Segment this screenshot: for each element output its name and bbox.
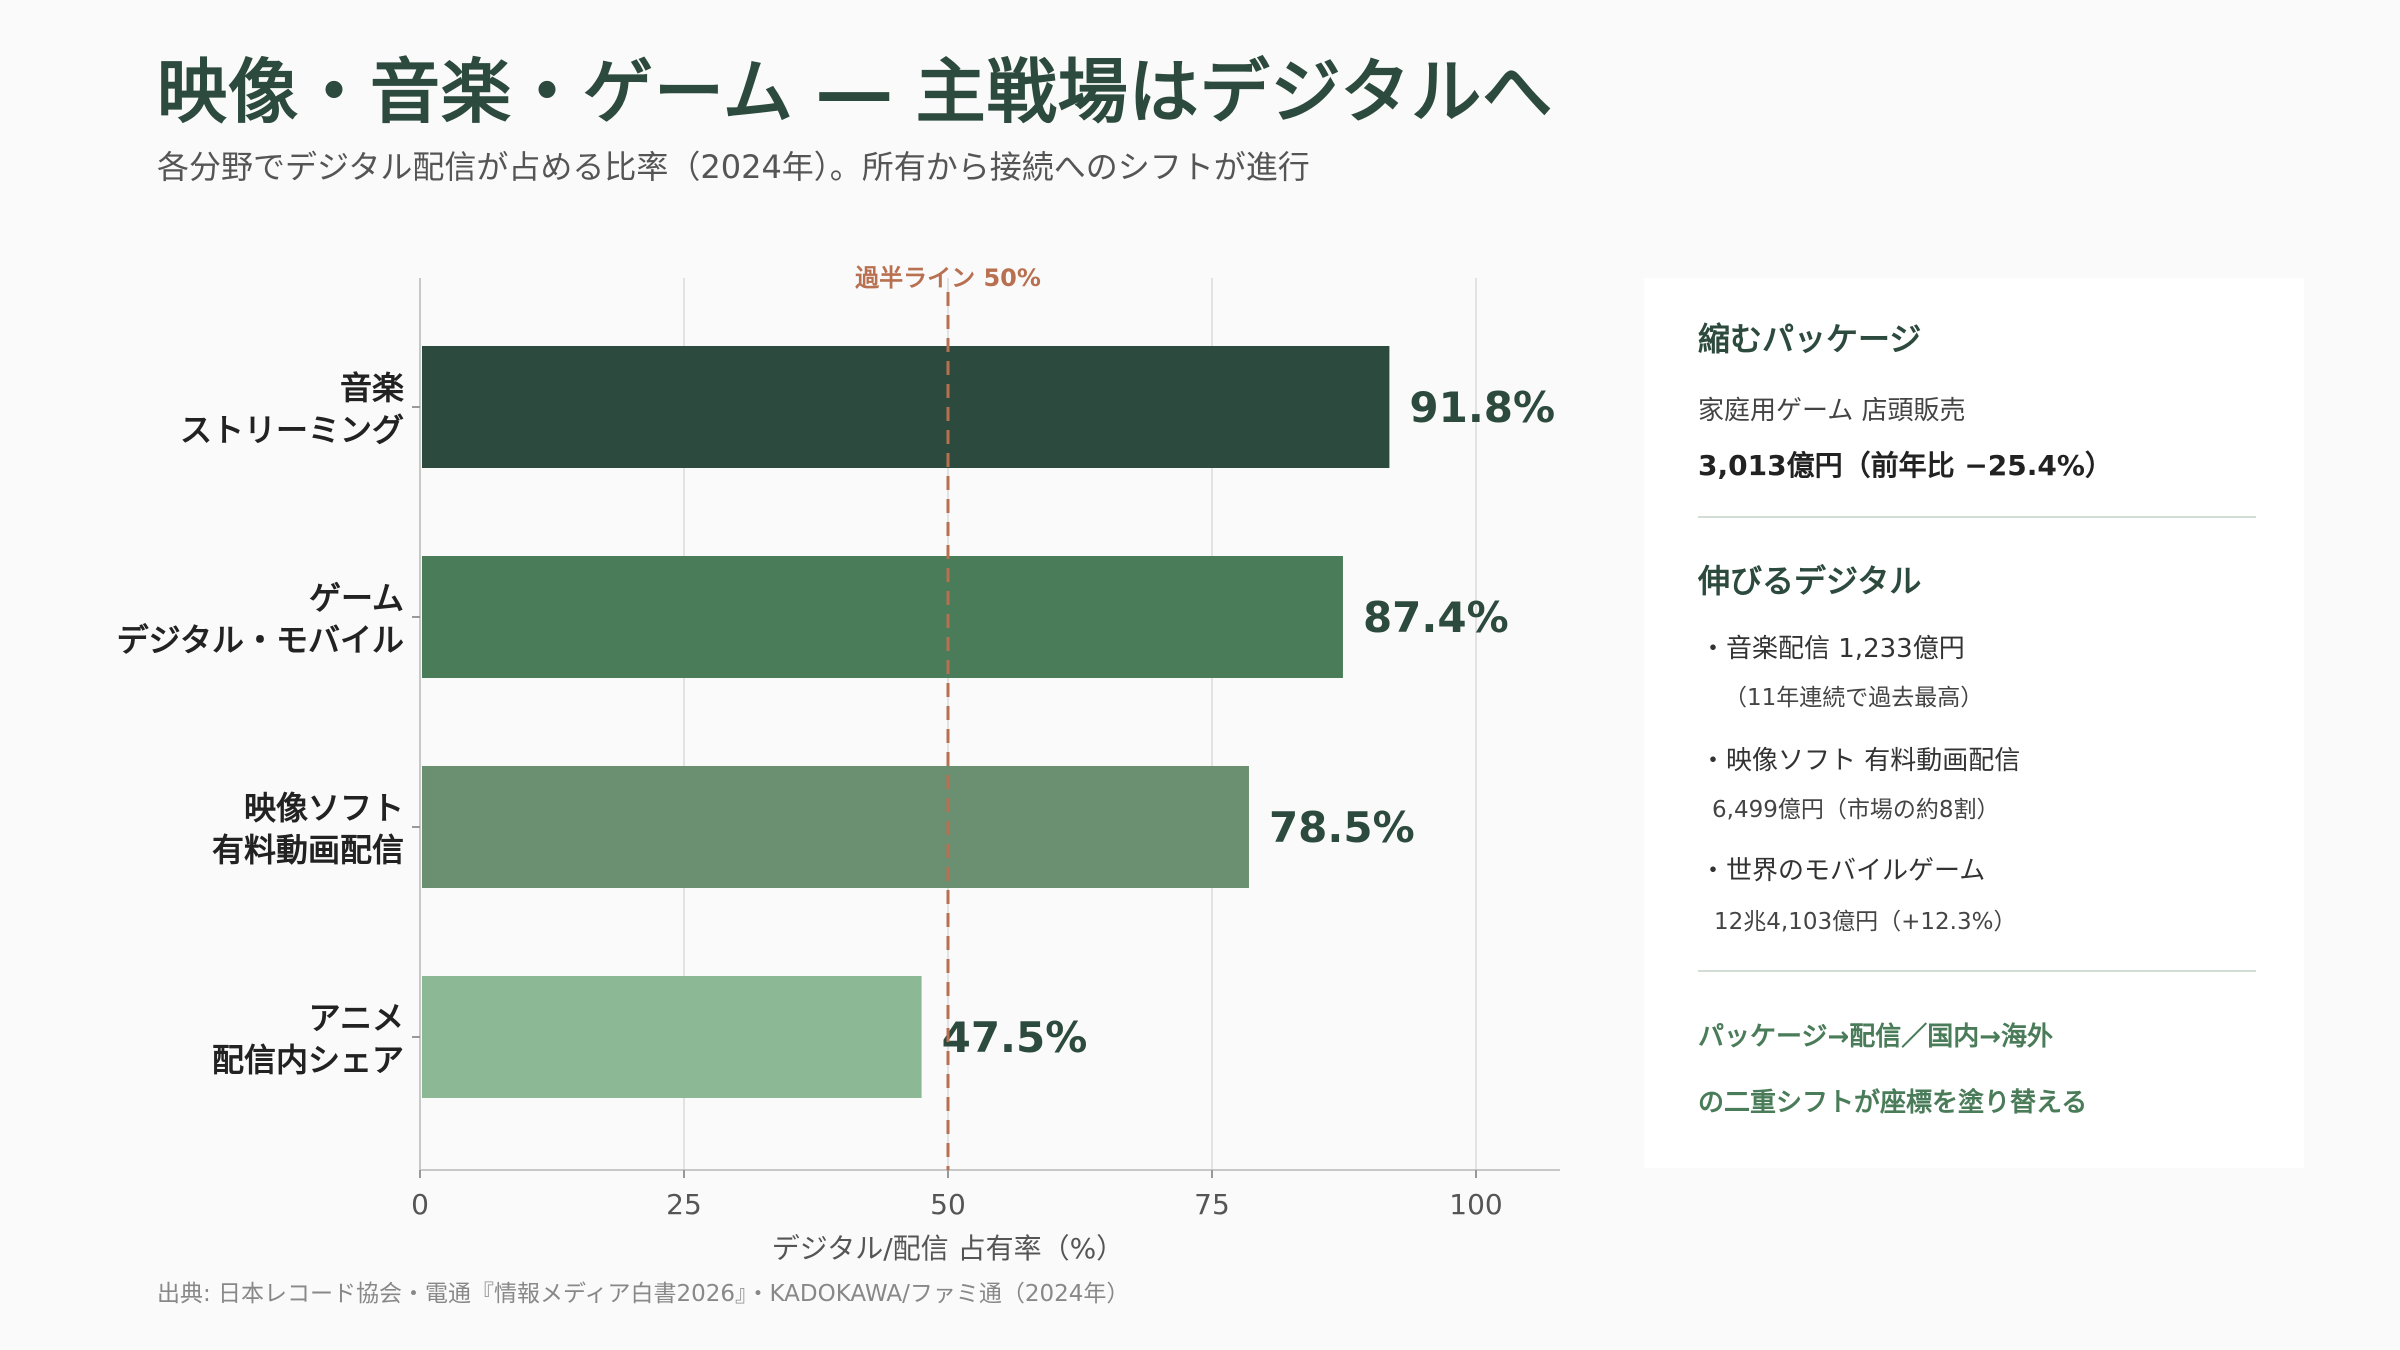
bar-value-label: 78.5% — [1269, 803, 1415, 852]
panel-item-main: ・音楽配信 1,233億円 — [1700, 634, 1965, 664]
category-label: 音楽 — [340, 369, 404, 407]
panel-section1-title: 縮むパッケージ — [1698, 320, 1922, 358]
panel-conclusion-line1: パッケージ→配信／国内→海外 — [1698, 1022, 2054, 1052]
panel-divider — [1698, 516, 2256, 518]
bar — [422, 556, 1343, 678]
bar-value-label: 91.8% — [1409, 383, 1555, 432]
panel-section1-value: 3,013億円（前年比 −25.4%） — [1698, 449, 2113, 482]
x-tick-label: 50 — [930, 1188, 966, 1221]
x-tick-label: 0 — [411, 1188, 429, 1221]
category-label: 有料動画配信 — [212, 831, 404, 869]
bar-value-label: 87.4% — [1363, 593, 1509, 642]
panel-section1-label: 家庭用ゲーム 店頭販売 — [1698, 396, 1966, 426]
x-tick-label: 75 — [1194, 1188, 1230, 1221]
page-title: 映像・音楽・ゲーム ― 主戦場はデジタルへ — [157, 51, 1554, 133]
x-tick-label: 100 — [1449, 1188, 1502, 1221]
category-label: 映像ソフト — [244, 789, 404, 827]
bar — [422, 346, 1390, 468]
x-axis-title: デジタル/配信 占有率（%） — [772, 1232, 1124, 1265]
bar — [422, 976, 922, 1098]
panel-item-sub: 12兆4,103億円（+12.3%） — [1714, 909, 2017, 935]
panel-conclusion-line2: の二重シフトが座標を塗り替える — [1698, 1088, 2088, 1118]
page-subtitle: 各分野でデジタル配信が占める比率（2024年）。所有から接続へのシフトが進行 — [157, 148, 1310, 186]
insight-panel: 縮むパッケージ 家庭用ゲーム 店頭販売 3,013億円（前年比 −25.4%） … — [1644, 278, 2304, 1168]
panel-item-sub: （11年連続で過去最高） — [1724, 685, 1984, 711]
category-label: 配信内シェア — [212, 1041, 404, 1079]
panel-item-sub: 6,499億円（市場の約8割） — [1712, 797, 2000, 823]
panel-section2-title: 伸びるデジタル — [1698, 562, 1922, 600]
category-label: デジタル・モバイル — [117, 621, 404, 659]
panel-item-main: ・世界のモバイルゲーム — [1700, 856, 1986, 886]
reference-line-label: 過半ライン 50% — [855, 264, 1041, 292]
bar — [422, 766, 1249, 888]
x-tick-label: 25 — [666, 1188, 702, 1221]
panel-item-main: ・映像ソフト 有料動画配信 — [1700, 746, 2021, 776]
panel-divider — [1698, 970, 2256, 972]
category-label: ゲーム — [309, 579, 404, 617]
category-label: ストリーミング — [180, 411, 404, 449]
bar-value-label: 47.5% — [942, 1013, 1088, 1062]
source-note: 出典: 日本レコード協会・電通『情報メディア白書2026』・KADOKAWA/フ… — [157, 1281, 1130, 1307]
category-label: アニメ — [309, 999, 404, 1037]
